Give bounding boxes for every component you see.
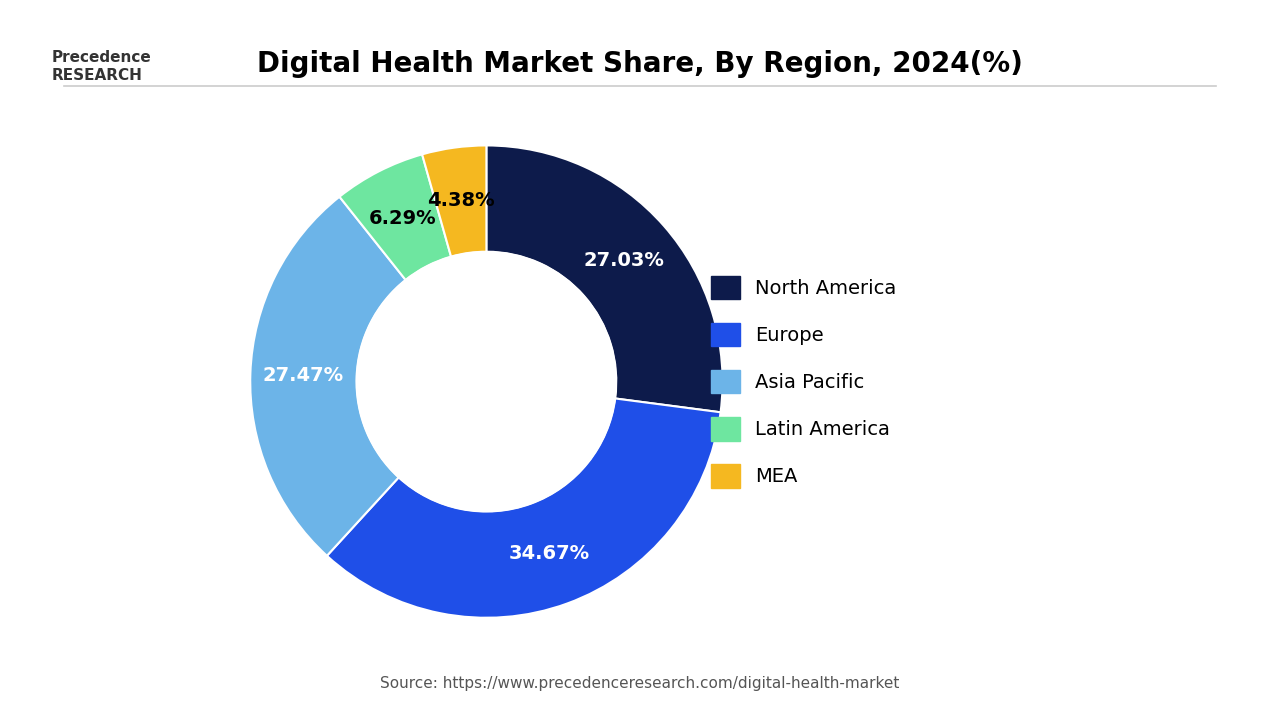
Text: Source: https://www.precedenceresearch.com/digital-health-market: Source: https://www.precedenceresearch.c… xyxy=(380,676,900,691)
Circle shape xyxy=(357,252,616,511)
Text: Digital Health Market Share, By Region, 2024(%): Digital Health Market Share, By Region, … xyxy=(257,50,1023,78)
Text: 6.29%: 6.29% xyxy=(369,210,436,228)
Wedge shape xyxy=(422,145,486,256)
Text: 4.38%: 4.38% xyxy=(428,191,495,210)
Wedge shape xyxy=(326,398,721,618)
Wedge shape xyxy=(339,154,451,280)
Wedge shape xyxy=(251,197,406,556)
Wedge shape xyxy=(486,145,722,413)
Text: 34.67%: 34.67% xyxy=(508,544,590,563)
Text: 27.47%: 27.47% xyxy=(262,366,344,384)
Text: Precedence
RESEARCH: Precedence RESEARCH xyxy=(51,50,151,83)
Legend: North America, Europe, Asia Pacific, Latin America, MEA: North America, Europe, Asia Pacific, Lat… xyxy=(703,268,904,495)
Text: 27.03%: 27.03% xyxy=(584,251,664,271)
